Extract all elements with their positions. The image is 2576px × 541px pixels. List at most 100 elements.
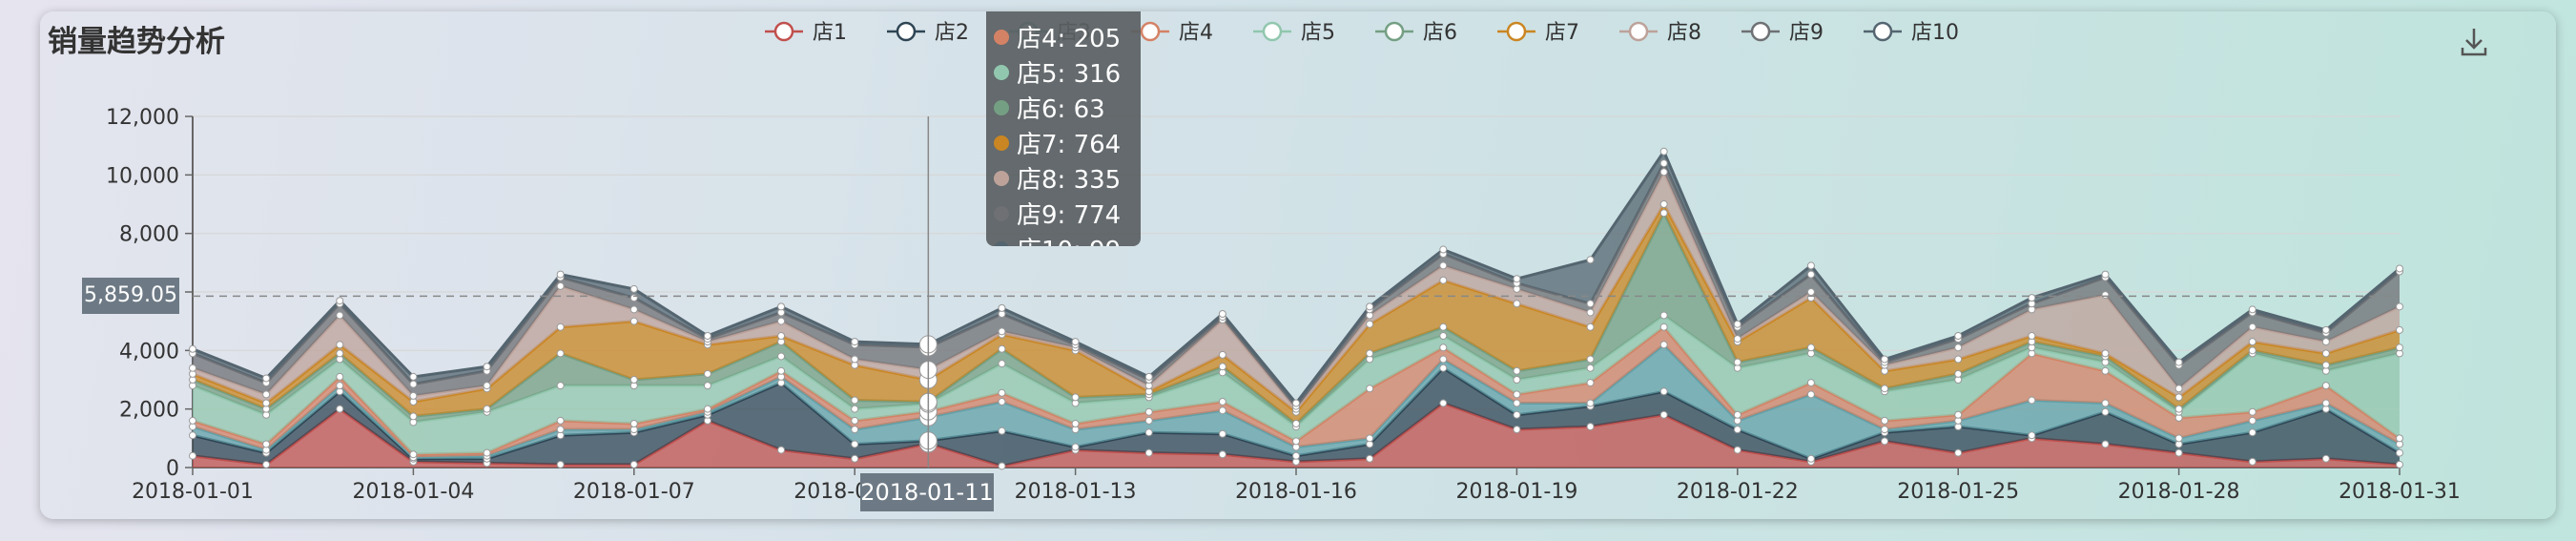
- data-point: [410, 392, 417, 399]
- data-point: [1514, 411, 1520, 418]
- data-point: [484, 364, 490, 370]
- data-point: [1882, 356, 1888, 363]
- legend-item: 店1: [765, 21, 847, 45]
- legend-label: 店6: [1423, 21, 1457, 45]
- legend-label: 店2: [935, 21, 969, 45]
- data-point: [2102, 408, 2109, 415]
- data-point: [1660, 388, 1667, 395]
- tooltip-item: 店10: 99: [994, 231, 1121, 246]
- data-point: [1955, 411, 1962, 418]
- data-point: [1734, 411, 1741, 418]
- data-point: [2397, 449, 2403, 456]
- data-point: [2029, 333, 2035, 340]
- data-point: [999, 304, 1005, 311]
- x-tick-label: 2018-01-19: [1455, 480, 1577, 504]
- tooltip-dot: [994, 206, 1009, 221]
- legend-marker: [1508, 23, 1525, 40]
- x-tick-label: 2018-01-31: [2339, 480, 2461, 504]
- data-point: [778, 353, 785, 360]
- tooltip-label: 店9: 774: [1017, 196, 1121, 231]
- y-axis-pointer-label: 5,859.05: [82, 278, 179, 314]
- data-point: [1660, 312, 1667, 319]
- data-point: [2249, 306, 2256, 313]
- data-point: [1660, 411, 1667, 418]
- data-point: [557, 417, 564, 424]
- data-point: [1219, 451, 1226, 458]
- data-point: [2397, 461, 2403, 468]
- data-point: [2249, 417, 2256, 424]
- legend-item: 店8: [1619, 21, 1701, 45]
- data-point: [630, 318, 637, 324]
- legend-label: 店1: [813, 21, 847, 45]
- data-point: [1072, 444, 1079, 450]
- data-point: [1367, 321, 1373, 327]
- x-tick-label: 2018-01-22: [1677, 480, 1799, 504]
- data-point: [2102, 441, 2109, 447]
- data-point: [484, 449, 490, 456]
- data-point: [2175, 359, 2182, 365]
- legend-marker: [1630, 23, 1647, 40]
- data-point: [1219, 407, 1226, 414]
- data-point: [2249, 408, 2256, 415]
- data-point: [630, 306, 637, 313]
- data-point: [1145, 429, 1152, 436]
- x-axis-pointer-label: 2018-01-11: [860, 473, 994, 511]
- x-tick-label: 2018-01-25: [1897, 480, 2019, 504]
- data-point: [1293, 452, 1300, 459]
- x-tick-label: 2018-01-13: [1015, 480, 1137, 504]
- x-tick-label: 2018-01-28: [2118, 480, 2240, 504]
- data-point: [1587, 400, 1594, 406]
- data-point: [410, 381, 417, 387]
- data-point: [2102, 400, 2109, 406]
- legend-marker: [775, 23, 793, 40]
- legend-label: 店10: [1911, 21, 1959, 45]
- data-point: [1072, 394, 1079, 401]
- data-point: [2397, 435, 2403, 442]
- data-point: [852, 417, 858, 424]
- x-tick-label: 2018-01-07: [573, 480, 695, 504]
- data-point: [263, 441, 270, 447]
- data-point: [190, 452, 196, 459]
- data-point: [2322, 400, 2329, 406]
- data-point: [778, 447, 785, 453]
- data-point: [1219, 364, 1226, 370]
- data-point: [1734, 427, 1741, 433]
- data-point: [1807, 262, 1814, 269]
- data-point: [1440, 344, 1447, 351]
- data-point: [630, 421, 637, 427]
- tooltip-label: 店6: 63: [1017, 90, 1105, 125]
- y-tick-label: 12,000: [106, 106, 179, 130]
- data-point: [1514, 391, 1520, 398]
- data-point: [999, 389, 1005, 396]
- data-point: [2322, 326, 2329, 333]
- data-point: [1807, 271, 1814, 278]
- data-point: [1882, 438, 1888, 445]
- tooltip-dot: [994, 135, 1009, 151]
- data-point: [999, 328, 1005, 335]
- data-point: [1293, 400, 1300, 406]
- data-point: [778, 367, 785, 374]
- data-point: [1955, 344, 1962, 351]
- data-point: [1514, 276, 1520, 282]
- data-point: [1072, 421, 1079, 427]
- data-point: [778, 333, 785, 340]
- data-point: [704, 370, 711, 377]
- data-point: [1660, 342, 1667, 348]
- tooltip-dot: [994, 30, 1009, 45]
- data-point: [852, 356, 858, 363]
- x-tick-label: 2018-01-04: [352, 480, 474, 504]
- data-point: [484, 383, 490, 389]
- tooltip-item: 店5: 316: [994, 54, 1121, 90]
- data-point: [630, 285, 637, 292]
- legend-item: 店4: [1131, 21, 1213, 45]
- area-chart: 02,0004,0006,0008,00010,00012,0002018-01…: [40, 11, 2556, 519]
- data-point: [2175, 394, 2182, 401]
- data-point: [1807, 391, 1814, 398]
- data-point: [1293, 421, 1300, 427]
- data-point: [2102, 292, 2109, 299]
- legend-item: 店5: [1253, 21, 1335, 45]
- data-point: [999, 427, 1005, 434]
- data-point: [1660, 160, 1667, 167]
- legend-item: 店7: [1497, 21, 1579, 45]
- data-point: [263, 391, 270, 398]
